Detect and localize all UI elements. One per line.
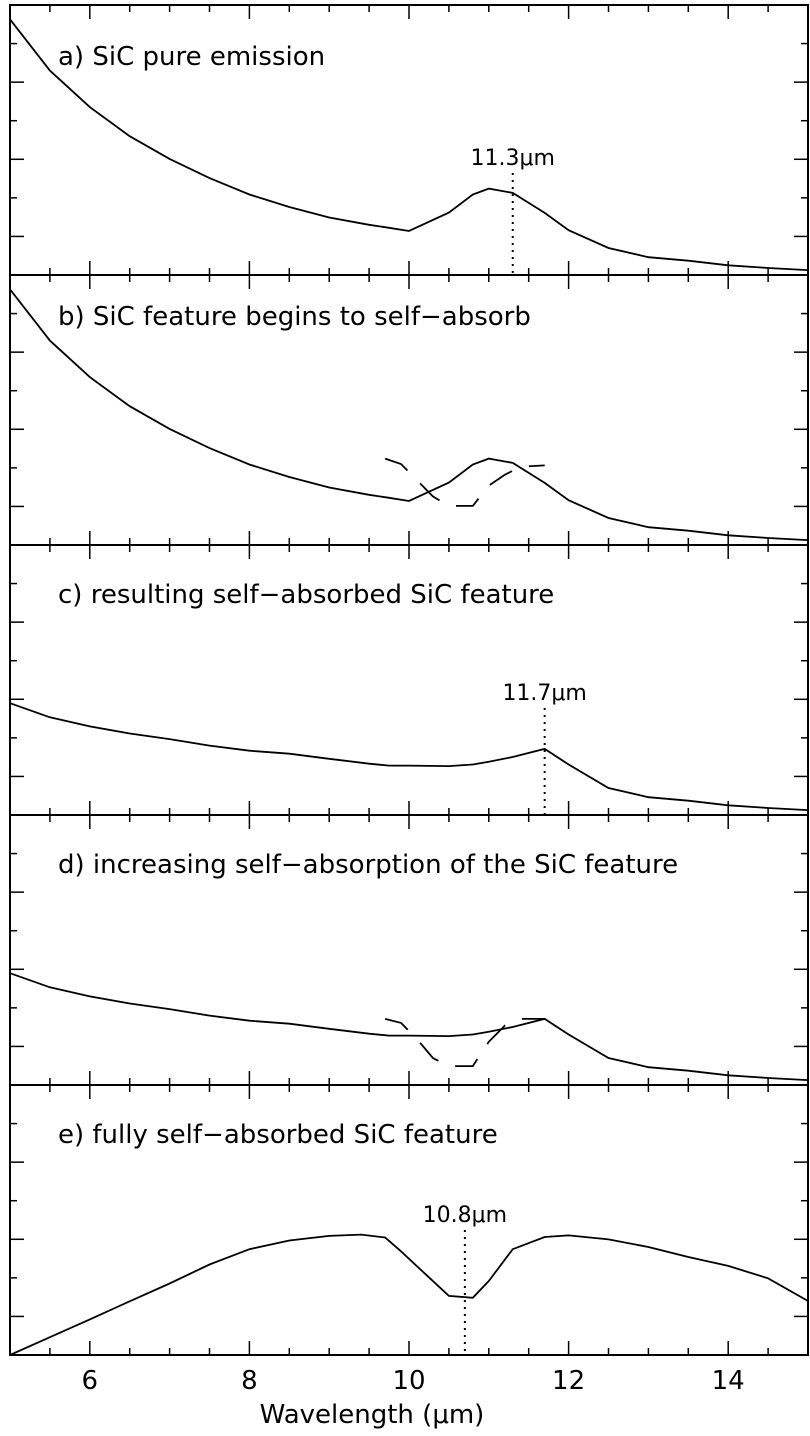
- panel-a: a) SiC pure emission 11.3μm: [9, 4, 809, 276]
- panel-title: b) SiC feature begins to self−absorb: [58, 302, 531, 332]
- panel-title: c) resulting self−absorbed SiC feature: [58, 580, 554, 610]
- panel-title: a) SiC pure emission: [58, 42, 325, 72]
- x-tick-labels: 6 8 10 12 14: [82, 1366, 745, 1396]
- peak-marker-label: 11.7μm: [502, 681, 586, 706]
- panel-title: d) increasing self−absorption of the SiC…: [58, 850, 678, 880]
- panel-e: e) fully self−absorbed SiC feature 10.8μm: [9, 1084, 809, 1356]
- emission-curve-c: [9, 702, 809, 811]
- x-tick-label: 6: [82, 1366, 99, 1396]
- panel-d: d) increasing self−absorption of the SiC…: [9, 814, 809, 1086]
- x-tick-label: 14: [712, 1366, 745, 1396]
- x-tick-label: 10: [392, 1366, 425, 1396]
- x-axis-label: Wavelength (μm): [260, 1400, 485, 1430]
- emission-curve-d: [9, 972, 809, 1081]
- panel-c: c) resulting self−absorbed SiC feature 11…: [9, 544, 809, 816]
- emission-curve-a: [9, 18, 809, 271]
- peak-marker-label: 11.3μm: [471, 146, 555, 171]
- panel-b: b) SiC feature begins to self−absorb: [9, 274, 809, 546]
- x-tick-label: 12: [552, 1366, 585, 1396]
- chart-panels: a) SiC pure emission 11.3μm b) SiC feature…: [9, 4, 809, 1356]
- peak-marker-label: 10.8μm: [423, 1203, 507, 1228]
- absorption-curve-d: [384, 1018, 545, 1067]
- panel-title: e) fully self−absorbed SiC feature: [58, 1120, 498, 1150]
- absorption-curve-b: [384, 457, 545, 507]
- x-tick-label: 8: [241, 1366, 258, 1396]
- emission-curve-e: [9, 1233, 809, 1356]
